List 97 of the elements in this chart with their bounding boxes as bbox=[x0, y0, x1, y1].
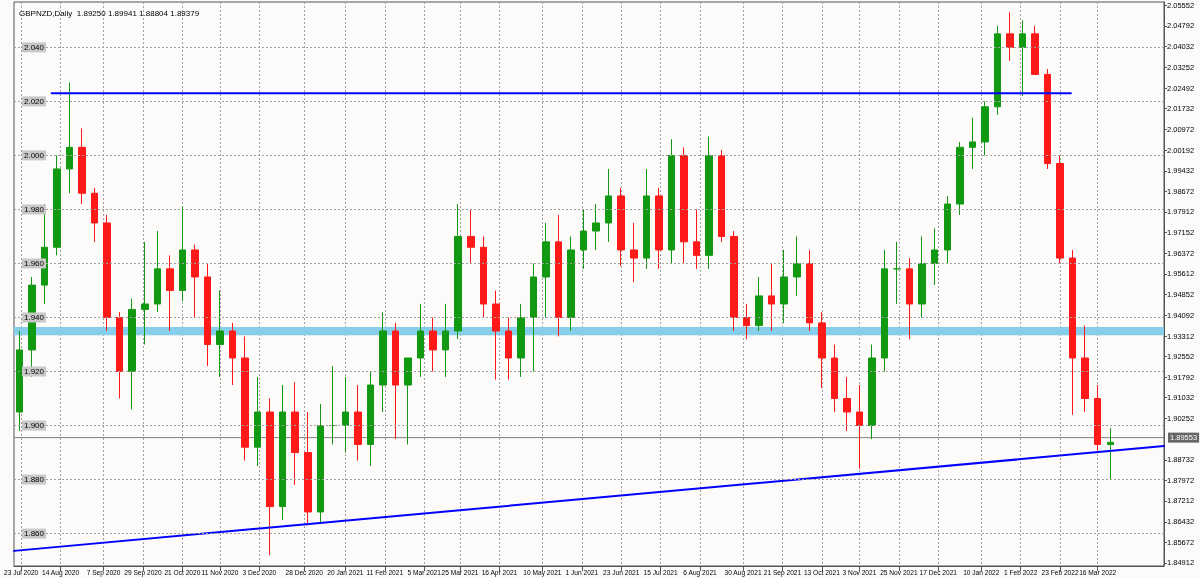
candlestick bbox=[342, 376, 349, 454]
y-tick-label: 1.980 bbox=[24, 204, 45, 214]
candlestick bbox=[806, 249, 813, 332]
candlestick bbox=[1006, 11, 1014, 62]
candlestick bbox=[492, 289, 500, 381]
candlestick bbox=[831, 344, 838, 413]
candlestick bbox=[680, 146, 688, 264]
candlestick bbox=[367, 371, 374, 467]
candlestick bbox=[91, 187, 98, 243]
candlestick bbox=[843, 376, 851, 432]
candlestick bbox=[605, 168, 612, 243]
candlestick bbox=[881, 249, 888, 373]
candlestick bbox=[1107, 427, 1114, 481]
candlestick bbox=[128, 298, 136, 410]
y-tick-label: 2.000 bbox=[24, 150, 45, 160]
candlestick bbox=[655, 187, 663, 270]
candlestick bbox=[630, 222, 638, 283]
candlestick bbox=[1019, 19, 1026, 97]
candlestick bbox=[718, 149, 725, 243]
candlestick bbox=[454, 203, 462, 340]
y-tick-label: 2.020 bbox=[24, 96, 45, 106]
candlestick bbox=[329, 365, 337, 445]
candlestick bbox=[893, 241, 901, 305]
y-tick-label: 2.040 bbox=[24, 42, 45, 52]
candlestick bbox=[442, 303, 449, 378]
candlestick bbox=[103, 214, 111, 332]
candlestick bbox=[918, 235, 926, 318]
y-tick-label: 1.860 bbox=[24, 529, 45, 539]
candlestick bbox=[981, 100, 989, 156]
candlestick bbox=[1069, 249, 1076, 416]
candlestick bbox=[241, 335, 249, 462]
candlestick bbox=[956, 141, 964, 216]
candlestick bbox=[154, 230, 161, 313]
candlestick bbox=[467, 208, 475, 264]
candlestick bbox=[429, 316, 437, 373]
candlestick bbox=[392, 322, 399, 440]
candlestick bbox=[141, 241, 149, 346]
candlestick bbox=[191, 244, 199, 318]
candlestick bbox=[530, 262, 537, 373]
candlestick bbox=[204, 262, 211, 367]
candlestick bbox=[379, 311, 387, 413]
candlestick bbox=[969, 117, 976, 170]
candlestick bbox=[906, 257, 913, 340]
candlestick bbox=[480, 235, 487, 318]
candlestick bbox=[166, 254, 174, 332]
candlestick bbox=[229, 322, 236, 386]
candlestick bbox=[291, 381, 299, 486]
candlestick bbox=[505, 316, 512, 381]
candlestick bbox=[793, 235, 801, 297]
candlestick bbox=[266, 398, 274, 556]
candlestick bbox=[555, 214, 562, 337]
candlestick bbox=[856, 384, 863, 470]
candlestick bbox=[116, 311, 123, 400]
candlestick bbox=[743, 303, 750, 340]
candlestick bbox=[317, 403, 324, 524]
candlestick bbox=[254, 376, 261, 467]
candlestick bbox=[179, 206, 186, 302]
candlestick bbox=[994, 25, 1001, 116]
candlestick bbox=[580, 208, 587, 270]
candlestick bbox=[818, 311, 826, 389]
candlestick bbox=[66, 81, 73, 194]
candlestick bbox=[78, 127, 86, 205]
candlestick bbox=[354, 384, 362, 462]
candlestick bbox=[279, 384, 286, 521]
y-tick-label: 1.940 bbox=[24, 312, 45, 322]
y-tick-label: 1.920 bbox=[24, 367, 45, 377]
candlestick bbox=[705, 136, 713, 270]
candlestick bbox=[1044, 68, 1051, 170]
candlestick bbox=[617, 187, 625, 267]
candlestick bbox=[643, 168, 650, 270]
candlestick bbox=[931, 227, 938, 286]
candlestick bbox=[216, 289, 224, 378]
candlestick bbox=[668, 138, 675, 264]
candlestick bbox=[780, 249, 788, 324]
candlestick bbox=[693, 208, 700, 270]
candlestick bbox=[1031, 25, 1039, 75]
candlestick bbox=[868, 344, 876, 440]
candlestick bbox=[768, 262, 775, 332]
candlestick bbox=[1056, 154, 1064, 264]
candlestick bbox=[1094, 384, 1101, 454]
candlestick bbox=[517, 303, 525, 378]
candlestick bbox=[404, 357, 412, 445]
candlestick bbox=[730, 230, 738, 332]
candlestick bbox=[16, 330, 23, 432]
candlestick bbox=[304, 411, 312, 526]
candlestick bbox=[53, 154, 61, 256]
y-tick-label: 1.960 bbox=[24, 258, 45, 268]
y-tick-label: 1.880 bbox=[24, 475, 45, 485]
candlestick bbox=[542, 222, 550, 318]
candlestick bbox=[567, 235, 575, 332]
text: GBPNZD,Daily 1.89250 1.89941 1.88804 1.89379 bbox=[19, 8, 200, 18]
candlestick bbox=[755, 276, 763, 332]
candlestick bbox=[592, 203, 600, 251]
candlestick bbox=[944, 195, 951, 264]
candlestick bbox=[1081, 325, 1089, 413]
y-tick-label: 1.900 bbox=[24, 421, 45, 431]
candlestick bbox=[417, 303, 424, 378]
